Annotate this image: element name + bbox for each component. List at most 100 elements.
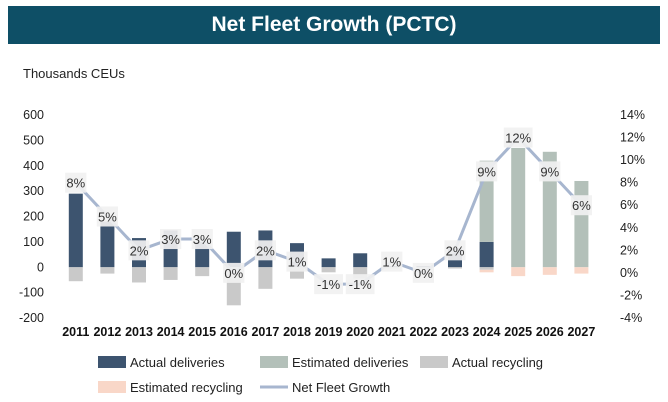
data-label: 6% xyxy=(572,198,591,213)
left-tick-label: 300 xyxy=(23,184,44,198)
data-label-box xyxy=(503,127,533,148)
data-label: 2% xyxy=(130,243,149,258)
legend-label-estimated-recycling: Estimated recycling xyxy=(130,380,243,395)
data-label-box xyxy=(128,240,150,261)
legend-swatch-estimated-deliveries xyxy=(260,356,288,368)
left-tick-label: 400 xyxy=(23,159,44,173)
legend-swatch-estimated-recycling xyxy=(98,381,126,393)
data-label: 8% xyxy=(66,176,85,191)
data-label: 12% xyxy=(505,131,531,146)
x-tick-label: 2013 xyxy=(125,325,153,339)
data-label: -1% xyxy=(349,277,373,292)
legend-label-actual-recycling: Actual recycling xyxy=(452,355,543,370)
data-label-box xyxy=(65,172,87,193)
x-tick-label: 2015 xyxy=(188,325,216,339)
x-tick-label: 2020 xyxy=(346,325,374,339)
bar-actual-recycling xyxy=(68,267,83,282)
data-label-box xyxy=(314,274,343,295)
data-label: -1% xyxy=(317,277,341,292)
right-tick-label: 10% xyxy=(620,153,645,167)
chart-title-bar: Net Fleet Growth (PCTC) xyxy=(8,6,660,44)
bar-actual-deliveries xyxy=(226,231,241,268)
x-tick-label: 2016 xyxy=(220,325,248,339)
data-label: 5% xyxy=(98,210,117,225)
data-label-box xyxy=(191,229,213,250)
legend-label-actual-deliveries: Actual deliveries xyxy=(130,355,225,370)
data-label-box xyxy=(223,262,245,283)
y-axis-label: Thousands CEUs xyxy=(23,66,125,81)
x-tick-label: 2014 xyxy=(157,325,185,339)
x-tick-label: 2021 xyxy=(378,325,406,339)
data-label: 9% xyxy=(477,164,496,179)
x-tick-label: 2025 xyxy=(504,325,532,339)
bar-estimated-recycling xyxy=(479,269,494,273)
bar-actual-recycling xyxy=(195,267,210,277)
data-label: 2% xyxy=(256,243,275,258)
x-tick-label: 2017 xyxy=(251,325,279,339)
data-label-box xyxy=(570,195,592,216)
data-label-box xyxy=(381,251,403,272)
right-tick-label: 8% xyxy=(620,176,638,190)
legend-label-estimated-deliveries: Estimated deliveries xyxy=(292,355,409,370)
left-tick-label: -100 xyxy=(19,286,44,300)
bar-actual-deliveries xyxy=(68,193,83,268)
bar-estimated-deliveries xyxy=(511,147,526,268)
bar-actual-recycling xyxy=(479,267,494,270)
bar-actual-deliveries xyxy=(353,253,368,268)
data-label-box xyxy=(476,161,498,182)
chart-title: Net Fleet Growth (PCTC) xyxy=(211,13,457,36)
bar-actual-recycling xyxy=(258,267,273,289)
x-tick-label: 2012 xyxy=(93,325,121,339)
data-label: 2% xyxy=(446,243,465,258)
x-tick-label: 2018 xyxy=(283,325,311,339)
data-label: 9% xyxy=(540,164,559,179)
bar-actual-recycling xyxy=(290,267,304,279)
x-tick-label: 2022 xyxy=(409,325,437,339)
bar-estimated-recycling xyxy=(542,267,557,275)
x-tick-label: 2026 xyxy=(536,325,564,339)
legend-label-net-fleet-growth: Net Fleet Growth xyxy=(292,380,390,395)
right-tick-label: 14% xyxy=(620,108,645,122)
data-label-box xyxy=(254,240,276,261)
left-tick-label: -200 xyxy=(19,311,44,325)
x-tick-label: 2011 xyxy=(62,325,89,339)
data-label: 1% xyxy=(288,255,307,270)
bar-actual-recycling xyxy=(100,267,115,274)
legend-swatch-actual-recycling xyxy=(420,356,448,368)
legend-swatch-actual-deliveries xyxy=(98,356,126,368)
left-tick-label: 500 xyxy=(23,133,44,147)
bar-estimated-deliveries xyxy=(574,180,589,268)
x-tick-label: 2027 xyxy=(567,325,595,339)
bar-actual-recycling xyxy=(163,267,178,280)
bar-actual-recycling xyxy=(353,267,368,279)
data-label-box xyxy=(539,161,561,182)
right-tick-label: 6% xyxy=(620,198,638,212)
left-tick-label: 0 xyxy=(37,260,44,274)
data-label-box xyxy=(96,206,118,227)
data-label-box xyxy=(412,262,434,283)
bar-estimated-recycling xyxy=(574,267,589,274)
left-tick-label: 100 xyxy=(23,235,44,249)
right-tick-label: 0% xyxy=(620,266,638,280)
bar-actual-deliveries xyxy=(321,258,336,268)
bar-actual-recycling xyxy=(448,267,462,269)
x-tick-label: 2024 xyxy=(473,325,501,339)
data-label-box xyxy=(286,251,308,272)
bar-estimated-recycling xyxy=(511,267,526,277)
data-label: 3% xyxy=(161,232,180,247)
left-tick-label: 200 xyxy=(23,210,44,224)
right-tick-label: -2% xyxy=(620,288,642,302)
right-tick-label: 2% xyxy=(620,243,638,257)
data-label: 3% xyxy=(193,232,212,247)
data-label: 0% xyxy=(414,266,433,281)
data-label-box xyxy=(444,240,466,261)
bar-actual-recycling xyxy=(321,267,336,273)
right-tick-label: 4% xyxy=(620,221,638,235)
data-label-box xyxy=(345,274,375,295)
right-tick-label: -4% xyxy=(620,311,642,325)
right-tick-label: 12% xyxy=(620,131,645,145)
data-label: 0% xyxy=(224,266,243,281)
x-tick-label: 2019 xyxy=(315,325,343,339)
data-label: 1% xyxy=(382,255,401,270)
